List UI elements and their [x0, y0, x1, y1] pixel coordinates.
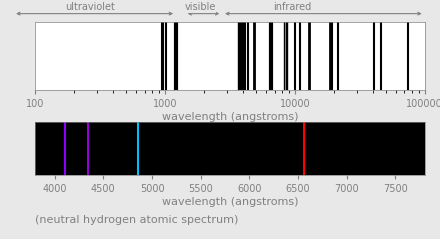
X-axis label: wavelength (angstroms): wavelength (angstroms)	[161, 112, 298, 122]
Text: infrared: infrared	[274, 2, 312, 12]
Text: visible: visible	[184, 2, 216, 12]
X-axis label: wavelength (angstroms): wavelength (angstroms)	[161, 197, 298, 207]
Text: (neutral hydrogen atomic spectrum): (neutral hydrogen atomic spectrum)	[35, 215, 238, 225]
Text: ultraviolet: ultraviolet	[65, 2, 115, 12]
